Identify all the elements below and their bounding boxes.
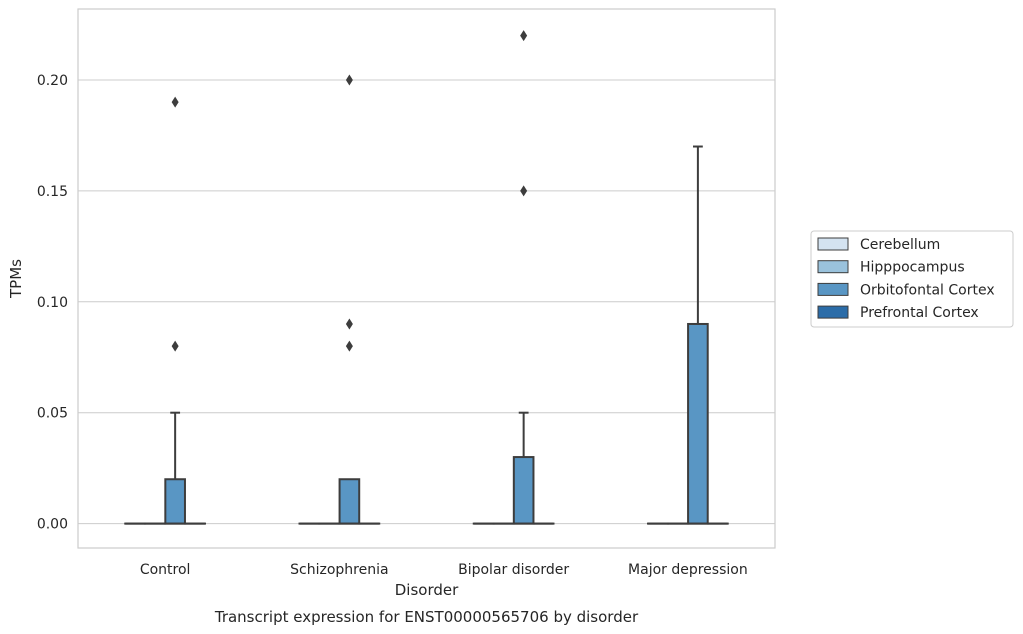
y-tick-label: 0.10 (37, 295, 68, 311)
legend: Cerebellum Hipppocampus Orbitofontal Corte… (810, 230, 1014, 328)
x-axis-label: Disorder (395, 581, 459, 599)
outlier-point (171, 96, 179, 108)
x-tick-label: Bipolar disorder (458, 562, 569, 578)
x-tick-label: Major depression (628, 562, 748, 578)
box (687, 145, 709, 525)
box (512, 30, 535, 525)
y-axis-label: TPMs (7, 259, 25, 299)
legend-swatch (817, 305, 849, 319)
x-axis-ticks: Control Schizophrenia Bipolar disorder Majo… (140, 562, 748, 578)
legend-frame (810, 230, 1014, 328)
y-tick-label: 0.15 (37, 184, 68, 200)
legend-label: Orbitofontal Cortex (860, 282, 995, 298)
x-tick-label: Control (140, 562, 191, 578)
y-tick-label: 0.00 (37, 517, 68, 533)
legend-swatch (817, 237, 849, 251)
x-tick-label: Schizophrenia (290, 562, 388, 578)
box-body (687, 322, 709, 525)
box-body (338, 478, 361, 525)
legend-swatch (817, 260, 849, 274)
box (164, 96, 186, 525)
outlier-point (345, 74, 353, 86)
outlier-point (345, 340, 353, 352)
outlier-point (520, 30, 528, 42)
box (338, 74, 361, 525)
box-body (512, 456, 535, 525)
box-body (164, 478, 186, 525)
box-plot-marks (124, 30, 729, 525)
outlier-point (345, 318, 353, 330)
legend-label: Prefrontal Cortex (860, 305, 979, 321)
y-axis-ticks: 0.00 0.05 0.10 0.15 0.20 (37, 73, 68, 533)
y-tick-label: 0.20 (37, 73, 68, 89)
outlier-point (520, 185, 528, 197)
y-tick-label: 0.05 (37, 406, 68, 422)
legend-swatch (817, 282, 849, 296)
legend-label: Cerebellum (860, 237, 940, 253)
grid-lines (78, 79, 775, 525)
legend-label: Hipppocampus (860, 260, 965, 276)
chart-caption: Transcript expression for ENST0000056570… (214, 608, 639, 626)
outlier-point (171, 340, 179, 352)
plot-frame (77, 8, 776, 549)
